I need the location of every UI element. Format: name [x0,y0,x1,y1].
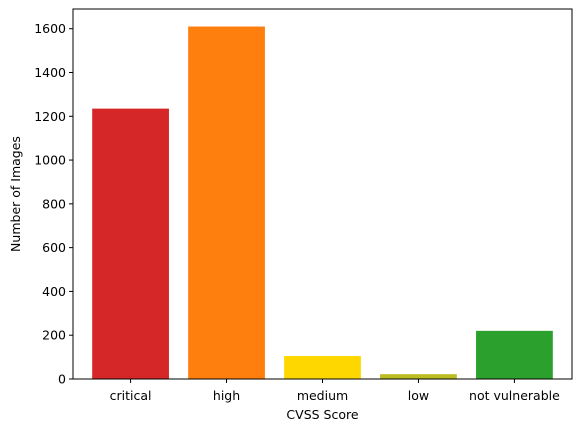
x-tick-label: low [408,388,429,403]
y-axis-label: Number of Images [8,136,23,252]
x-axis-ticks: critical high medium low not vulnerable [110,379,560,403]
y-tick-label: 1200 [34,109,66,124]
y-tick-label: 200 [42,328,66,343]
y-tick-label: 1400 [34,65,66,80]
bar-high [188,26,265,379]
x-tick-label: not vulnerable [469,388,560,403]
y-tick-label: 1600 [34,21,66,36]
x-tick-label: high [213,388,240,403]
x-tick-label: medium [297,388,348,403]
bar-low [380,374,457,379]
plot-frame [72,8,573,380]
bar-medium [284,356,361,379]
y-tick-label: 0 [58,372,66,387]
bar-not-vulnerable [476,330,553,379]
y-tick-label: 1000 [34,153,66,168]
y-axis-ticks: 0 200 400 600 800 1000 1200 1400 1600 [34,21,73,387]
x-axis-label: CVSS Score [286,407,358,422]
y-tick-label: 400 [42,284,66,299]
y-tick-label: 600 [42,240,66,255]
y-tick-label: 800 [42,196,66,211]
bar-critical [92,108,169,379]
bars-group [92,26,553,379]
x-tick-label: critical [110,388,152,403]
